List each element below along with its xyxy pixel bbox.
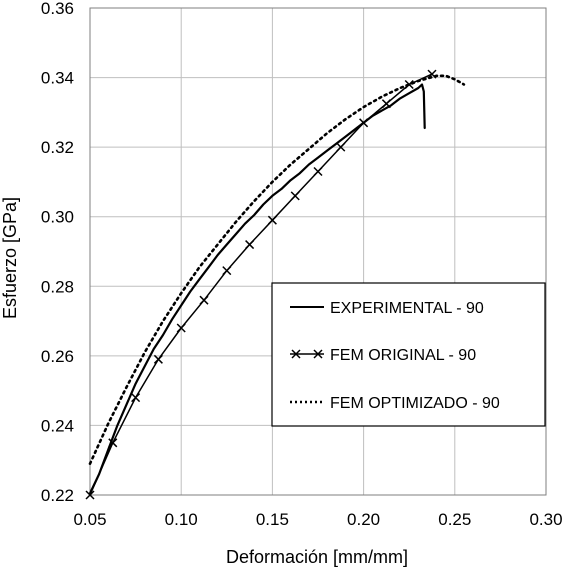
y-tick-label: 0.24 [41,416,74,435]
y-tick-label: 0.28 [41,277,74,296]
x-tick-label: 0.30 [529,510,562,529]
legend-marker-fem-original-2 [313,349,323,359]
data-point-x-marker [336,142,346,152]
x-tick-label: 0.25 [438,510,471,529]
data-point-x-marker [108,438,118,448]
plot-frame [89,7,547,496]
series-line-experimental-90 [88,83,426,495]
x-tick-label: 0.20 [347,510,380,529]
series-line-fem-optimizado-90 [88,74,466,465]
legend-marker-fem-original-1 [291,349,301,359]
y-tick-label: 0.32 [41,138,74,157]
y-tick-label: 0.36 [41,0,74,18]
data-point-x-marker [222,266,232,276]
y-axis-title: Esfuerzo [GPa] [0,197,20,319]
data-point-x-marker [313,166,323,177]
x-axis-title: Deformación [mm/mm] [226,547,408,567]
legend-label-experimental: EXPERIMENTAL - 90 [330,300,484,317]
series-line-fem-original-90 [89,73,433,496]
series-layer [85,69,466,500]
legend-label-fem-original: FEM ORIGINAL - 90 [330,347,476,364]
y-tick-label: 0.34 [41,69,74,88]
data-point-x-marker [199,295,209,305]
x-tick-label: 0.15 [256,510,289,529]
data-point-x-marker [359,118,369,128]
y-tick-labels: 0.22 0.24 0.26 0.28 0.30 0.32 0.34 0.36 [41,0,74,505]
data-point-x-marker [267,215,277,225]
data-point-x-marker [290,191,300,201]
y-tick-label: 0.30 [41,208,74,227]
data-point-x-marker [245,240,255,250]
legend-label-fem-optimizado: FEM OPTIMIZADO - 90 [330,395,500,412]
data-point-x-marker [381,99,391,109]
data-point-x-marker [176,323,186,333]
y-tick-label: 0.22 [41,486,74,505]
legend: EXPERIMENTAL - 90 FEM ORIGINAL - 90 FEM … [271,282,546,427]
data-point-x-marker [131,393,141,403]
data-point-x-marker [85,490,95,500]
y-tick-label: 0.26 [41,347,74,366]
x-tick-labels: 0.05 0.10 0.15 0.20 0.25 0.30 [73,510,562,529]
x-tick-label: 0.10 [165,510,198,529]
x-tick-label: 0.05 [73,510,106,529]
data-point-x-marker [153,354,163,364]
